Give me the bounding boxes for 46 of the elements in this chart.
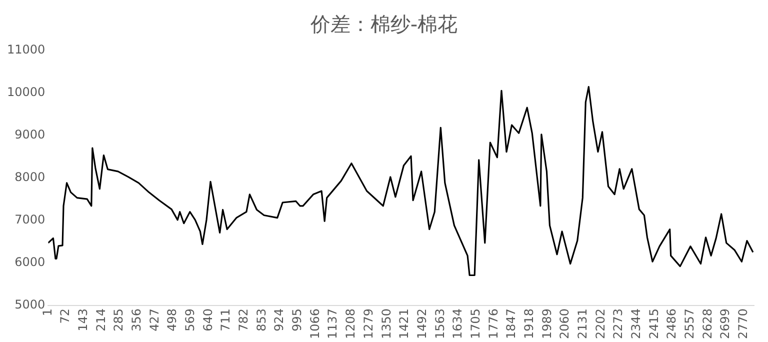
x-tick-label: 853	[254, 308, 268, 332]
x-tick-label: 640	[200, 308, 215, 332]
x-tick-label: 1208	[344, 308, 358, 340]
x-tick-label: 427	[147, 308, 162, 332]
x-tick-label: 2202	[593, 308, 608, 340]
x-tick-label: 1847	[504, 308, 518, 340]
x-tick-label: 1066	[308, 308, 322, 340]
x-tick-label: 1492	[414, 308, 429, 340]
x-tick-label: 1350	[379, 308, 394, 340]
chart-title: 价差：棉纱-棉花	[309, 11, 459, 38]
x-tick-label: 214	[94, 308, 108, 332]
x-tick-label: 2131	[576, 308, 590, 340]
x-tick-label: 2415	[646, 308, 661, 340]
x-tick-label: 1421	[397, 308, 412, 340]
y-tick-label: 7000	[14, 212, 46, 226]
x-tick-label: 1634	[450, 308, 465, 340]
x-tick-label: 1279	[361, 308, 376, 340]
y-tick-label: 9000	[14, 127, 46, 142]
x-tick-label: 1137	[326, 308, 340, 340]
x-tick-label: 2770	[736, 308, 750, 340]
x-tick-label: 995	[290, 308, 304, 332]
y-tick-label: 11000	[6, 42, 46, 56]
x-tick-label: 1563	[432, 308, 447, 340]
x-tick-label: 1776	[486, 308, 500, 340]
x-tick-label: 569	[183, 308, 198, 332]
x-tick-label: 72	[58, 308, 72, 324]
x-tick-label: 924	[272, 308, 286, 332]
x-tick-label: 2486	[664, 308, 679, 340]
y-tick-label: 6000	[14, 255, 46, 270]
x-tick-label: 2557	[682, 308, 697, 340]
x-tick-label: 1918	[522, 308, 536, 340]
x-tick-label: 2273	[611, 308, 626, 340]
x-tick-label: 1989	[540, 308, 554, 340]
y-tick-label: 10000	[6, 84, 46, 99]
x-tick-label: 782	[236, 308, 251, 332]
x-tick-label: 143	[76, 308, 90, 332]
x-tick-label: 2628	[700, 308, 714, 340]
x-tick-label: 2344	[629, 308, 644, 340]
x-tick-label: 356	[130, 308, 144, 332]
x-tick-label: 498	[165, 308, 180, 332]
x-tick-label: 2699	[718, 308, 732, 340]
x-tick-label: 711	[218, 308, 233, 332]
x-tick-label: 285	[112, 308, 126, 332]
x-tick-label: 1705	[468, 308, 482, 340]
x-tick-label: 2060	[558, 308, 572, 340]
y-tick-label: 8000	[14, 170, 46, 184]
